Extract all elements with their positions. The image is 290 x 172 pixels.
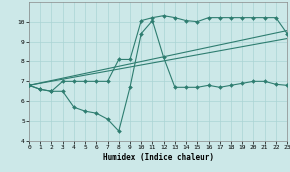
X-axis label: Humidex (Indice chaleur): Humidex (Indice chaleur) — [103, 153, 213, 162]
